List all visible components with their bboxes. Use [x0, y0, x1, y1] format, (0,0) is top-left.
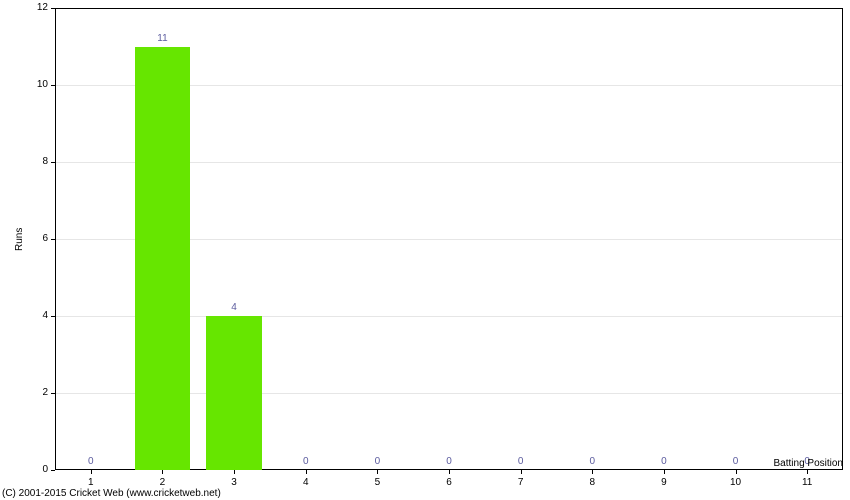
x-tick-mark	[377, 470, 378, 474]
y-tick-mark	[51, 393, 55, 394]
bar-value-label: 0	[303, 457, 309, 467]
y-tick-mark	[51, 239, 55, 240]
y-tick-mark	[51, 316, 55, 317]
x-tick-mark	[592, 470, 593, 474]
bar-value-label: 0	[446, 457, 452, 467]
y-tick-label: 8	[42, 157, 48, 167]
x-tick-mark	[234, 470, 235, 474]
bar	[206, 316, 262, 470]
y-tick-label: 2	[42, 388, 48, 398]
y-tick-label: 10	[37, 80, 48, 90]
y-tick-label: 0	[42, 465, 48, 475]
x-tick-mark	[306, 470, 307, 474]
y-tick-label: 12	[37, 3, 48, 13]
bar-value-label: 0	[518, 457, 524, 467]
x-tick-mark	[449, 470, 450, 474]
x-tick-label: 9	[661, 478, 667, 488]
y-tick-label: 4	[42, 311, 48, 321]
y-tick-label: 6	[42, 234, 48, 244]
x-tick-label: 11	[802, 478, 812, 488]
bar	[135, 47, 191, 471]
x-tick-label: 1	[88, 478, 94, 488]
chart-frame: 024681012 1234567891011 011400000000 Run…	[0, 0, 850, 500]
x-tick-label: 10	[730, 478, 741, 488]
x-tick-label: 2	[160, 478, 166, 488]
x-tick-mark	[521, 470, 522, 474]
x-axis-label: Batting Position	[774, 458, 844, 469]
x-tick-mark	[736, 470, 737, 474]
x-tick-label: 3	[231, 478, 237, 488]
x-tick-label: 5	[375, 478, 381, 488]
x-tick-mark	[807, 470, 808, 474]
x-tick-label: 7	[518, 478, 524, 488]
y-tick-mark	[51, 85, 55, 86]
footer-text: (C) 2001-2015 Cricket Web (www.cricketwe…	[2, 488, 221, 499]
bar-value-label: 11	[157, 34, 167, 44]
x-tick-mark	[162, 470, 163, 474]
bar-value-label: 0	[661, 457, 667, 467]
bar-value-label: 4	[231, 303, 237, 313]
bar-value-label: 0	[589, 457, 595, 467]
bar-value-label: 0	[375, 457, 381, 467]
x-tick-label: 6	[446, 478, 452, 488]
bar-value-label: 0	[733, 457, 739, 467]
y-tick-mark	[51, 8, 55, 9]
x-tick-mark	[91, 470, 92, 474]
x-tick-label: 4	[303, 478, 309, 488]
y-tick-mark	[51, 470, 55, 471]
y-axis-label: Runs	[14, 228, 25, 251]
bar-value-label: 0	[88, 457, 94, 467]
y-tick-mark	[51, 162, 55, 163]
x-tick-mark	[664, 470, 665, 474]
x-tick-label: 8	[589, 478, 595, 488]
